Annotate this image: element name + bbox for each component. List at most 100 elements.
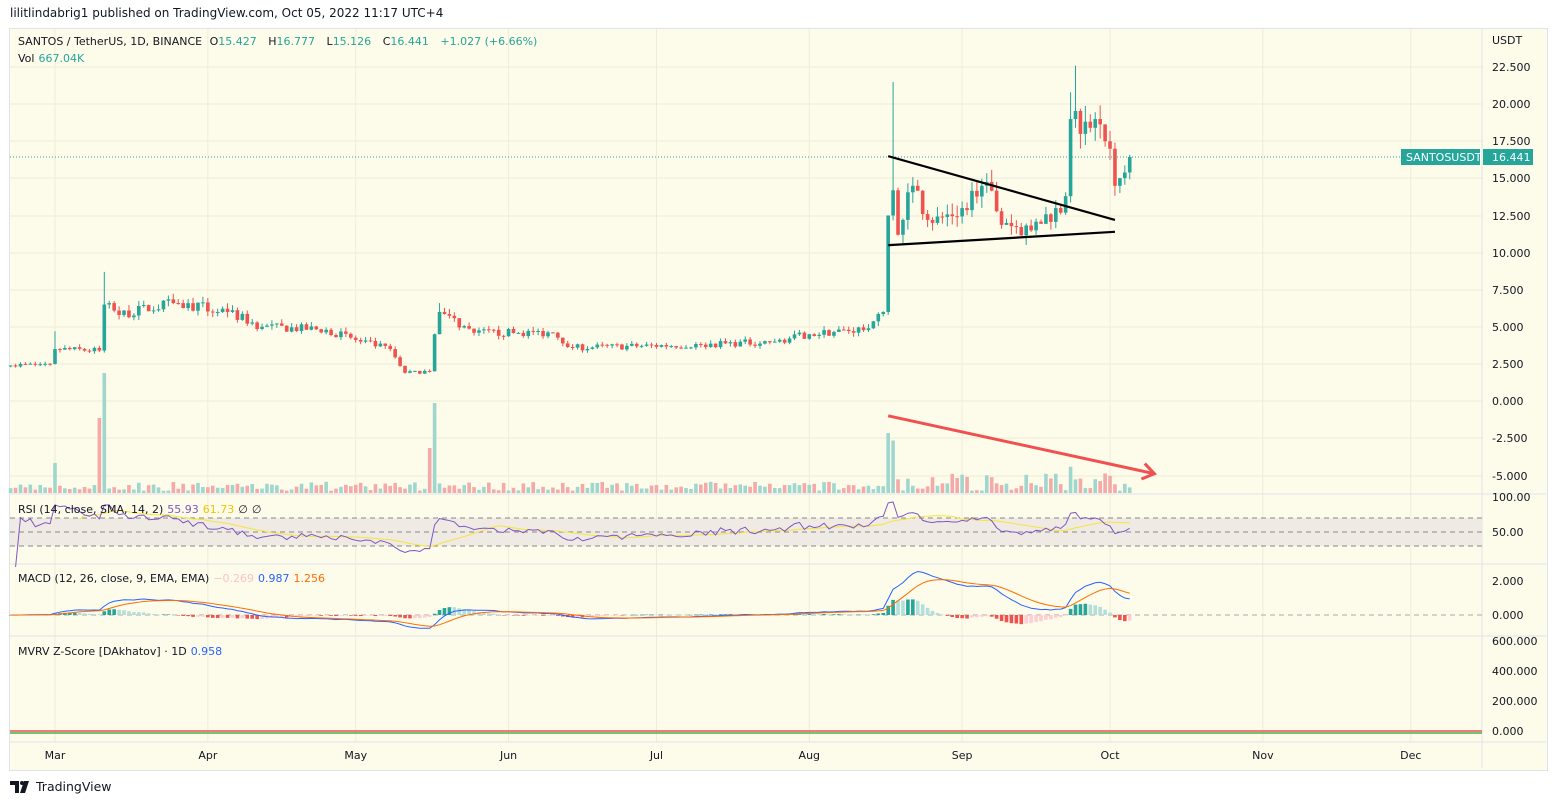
candle-body <box>161 300 166 310</box>
volume-bar <box>511 487 516 493</box>
candle-body <box>590 347 595 349</box>
candle-body <box>38 364 43 366</box>
open-label: O <box>209 35 219 48</box>
macd-histogram-bar <box>255 615 259 620</box>
volume-bar <box>994 483 999 493</box>
candle-body <box>1024 225 1029 236</box>
mvrv-axis-tick: 200.000 <box>1492 695 1538 708</box>
candle-body <box>837 329 841 332</box>
volume-bar <box>339 486 343 493</box>
volume-bar <box>649 485 654 493</box>
candle-body <box>1039 221 1043 224</box>
volume-bar <box>422 488 427 493</box>
macd-histogram-bar <box>1024 615 1029 624</box>
candle-body <box>625 345 629 350</box>
candle-body <box>580 344 585 351</box>
macd-histogram-bar <box>935 612 940 615</box>
macd-histogram-bar <box>294 615 299 618</box>
volume-bar <box>102 373 107 493</box>
candle-body <box>945 214 950 217</box>
macd-histogram-bar <box>871 614 876 615</box>
volume-series <box>8 373 1132 493</box>
volume-bar <box>955 477 959 493</box>
volume-bar <box>556 489 560 493</box>
volume-bar <box>758 485 762 493</box>
volume-bar <box>989 477 994 493</box>
macd-histogram-bar <box>955 615 959 619</box>
mvrv-title[interactable]: MVRV Z-Score [DAkhatov] · 1D <box>18 645 187 658</box>
macd-histogram-bar <box>915 600 920 615</box>
candle-body <box>334 335 338 338</box>
macd-histogram-bar <box>659 614 664 616</box>
candle-body <box>615 344 619 346</box>
candle-body <box>1103 124 1107 142</box>
macd-histogram-bar <box>797 613 802 615</box>
macd-histogram-bar <box>102 611 107 615</box>
macd-value: 0.987 <box>258 572 290 585</box>
volume-value: 667.04K <box>38 52 85 65</box>
candle-body <box>176 303 181 305</box>
candle-body <box>171 299 176 304</box>
candle-body <box>427 370 432 372</box>
rsi-legend: RSI (14, close, SMA, 14, 2) 55.93 61.73 ∅ ∅ <box>18 503 265 516</box>
candle-body <box>994 190 999 212</box>
volume-bar <box>1029 483 1033 493</box>
volume-label[interactable]: Vol <box>18 52 35 65</box>
volume-bar <box>881 486 886 493</box>
candle-body <box>1088 121 1093 128</box>
candle-body <box>689 347 693 349</box>
mvrv-axis-tick: 0.000 <box>1492 725 1524 738</box>
volume-bar <box>654 485 659 493</box>
macd-histogram-bar <box>447 607 452 615</box>
macd-histogram-bar <box>832 614 836 615</box>
volume-bar <box>1053 473 1058 493</box>
candle-body <box>393 349 397 358</box>
macd-histogram-bar <box>1088 604 1093 615</box>
price-axis-tick: 0.000 <box>1492 395 1524 408</box>
candle-body <box>358 339 363 342</box>
macd-histogram-bar <box>891 599 895 615</box>
candle-body <box>501 335 506 337</box>
low-label: L <box>326 35 333 48</box>
change-value: +1.027 (+6.66%) <box>440 35 538 48</box>
macd-histogram-bar <box>1098 606 1102 615</box>
candle-body <box>166 299 171 301</box>
macd-histogram-bar <box>570 615 575 618</box>
symbol-title[interactable]: SANTOS / TetherUS, 1D, BINANCE <box>18 35 203 48</box>
candle-body <box>383 343 388 346</box>
macd-histogram-bar <box>560 615 565 617</box>
candle-body <box>787 338 792 343</box>
arrow-line <box>887 414 1155 476</box>
candle-body <box>23 363 28 365</box>
volume-bar <box>832 483 836 493</box>
candle-body <box>777 339 782 342</box>
volume-bar <box>531 482 536 493</box>
tradingview-logo[interactable]: TradingView <box>10 779 112 794</box>
candle-body <box>141 305 146 307</box>
chart-frame[interactable] <box>9 28 1548 771</box>
candle-body <box>339 331 343 338</box>
macd-histogram-bar <box>156 614 161 616</box>
candle-body <box>477 330 481 333</box>
volume-bar <box>334 488 338 493</box>
volume-legend: Vol 667.04K <box>18 52 88 65</box>
symbol-legend: SANTOS / TetherUS, 1D, BINANCE O15.427 H… <box>18 35 541 48</box>
candle-body <box>230 310 235 312</box>
candle-body <box>432 334 437 372</box>
macd-title[interactable]: MACD (12, 26, close, 9, EMA, EMA) <box>18 572 210 585</box>
volume-bar <box>970 490 974 493</box>
macd-histogram-bar <box>1058 615 1063 618</box>
candle-body <box>304 324 309 330</box>
rsi-title[interactable]: RSI (14, close, SMA, 14, 2) <box>18 503 164 516</box>
volume-bar <box>1024 474 1029 493</box>
price-axis-tick: 5.000 <box>1492 321 1524 334</box>
candle-body <box>570 346 575 348</box>
mvrv-axis-tick: 400.000 <box>1492 665 1538 678</box>
candle-body <box>245 313 250 324</box>
macd-histogram-bar <box>851 614 856 616</box>
macd-histogram-bar <box>842 614 846 615</box>
macd-histogram-bar <box>694 614 698 616</box>
candle-body <box>748 339 752 345</box>
macd-histogram-bar <box>960 615 964 619</box>
